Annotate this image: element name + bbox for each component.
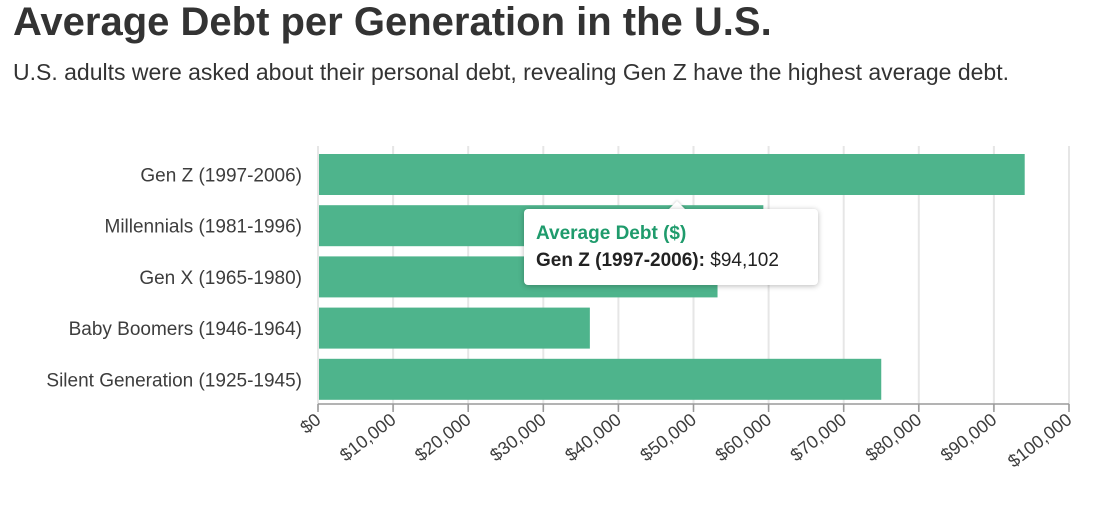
chart-title: Average Debt per Generation in the U.S.	[13, 0, 772, 44]
category-label: Baby Boomers (1946-1964)	[69, 319, 302, 340]
tooltip-value: $94,102	[710, 250, 779, 271]
bar[interactable]	[319, 307, 590, 349]
x-tick-label: $10,000	[336, 409, 400, 465]
category-label: Gen X (1965-1980)	[139, 268, 302, 289]
x-tick-label: $100,000	[1004, 409, 1075, 471]
x-axis: $0 $10,000 $20,000 $30,000 $40,000 $50,000 $60…	[296, 403, 1075, 471]
tooltip: Average Debt ($) Gen Z (1997-2006): $94,…	[524, 209, 818, 285]
x-tick-label: $40,000	[561, 409, 625, 465]
tooltip-row: Gen Z (1997-2006): $94,102	[536, 247, 806, 275]
x-tick-label: $60,000	[711, 409, 775, 465]
x-tick-label: $20,000	[411, 409, 475, 465]
bar[interactable]	[319, 358, 882, 400]
x-tick-label: $50,000	[636, 409, 700, 465]
tooltip-arrow	[668, 201, 686, 210]
x-tick-label: $0	[296, 409, 324, 437]
category-label: Silent Generation (1925-1945)	[46, 370, 302, 391]
bar[interactable]	[319, 154, 1025, 195]
category-labels: Gen Z (1997-2006) Millennials (1981-1996)…	[46, 166, 302, 392]
tooltip-title: Average Debt ($)	[536, 223, 687, 244]
category-label: Gen Z (1997-2006)	[140, 166, 302, 187]
x-tick-label: $80,000	[862, 409, 926, 465]
tooltip-category: Gen Z (1997-2006):	[536, 250, 705, 271]
category-label: Millennials (1981-1996)	[105, 217, 303, 238]
x-tick-label: $30,000	[486, 409, 550, 465]
chart-subtitle: U.S. adults were asked about their perso…	[13, 59, 1010, 85]
x-tick-label: $90,000	[937, 409, 1001, 465]
x-tick-label: $70,000	[787, 409, 851, 465]
